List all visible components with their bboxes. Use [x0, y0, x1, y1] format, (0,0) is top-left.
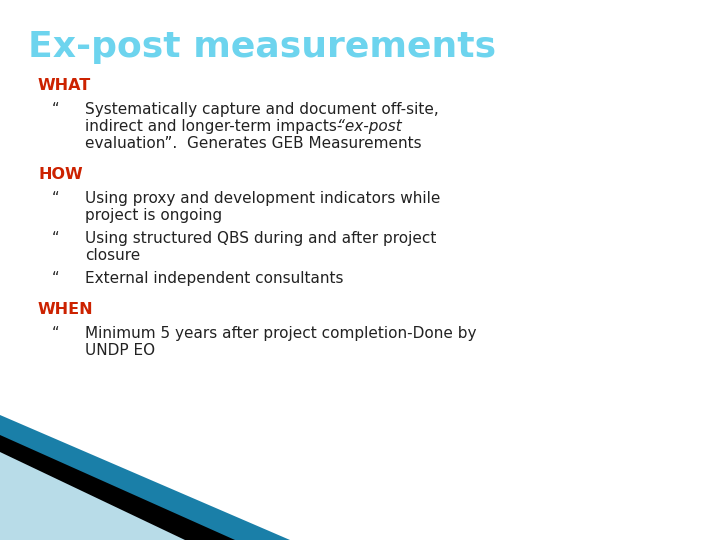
Text: Systematically capture and document off-site,: Systematically capture and document off-…: [85, 102, 438, 117]
Text: WHEN: WHEN: [38, 302, 94, 317]
Polygon shape: [0, 452, 185, 540]
Text: indirect and longer-term impacts-: indirect and longer-term impacts-: [85, 119, 352, 134]
Text: “: “: [52, 326, 60, 341]
Text: evaluation”.  Generates GEB Measurements: evaluation”. Generates GEB Measurements: [85, 136, 422, 151]
Text: Using structured QBS during and after project: Using structured QBS during and after pr…: [85, 231, 436, 246]
Text: Ex-post measurements: Ex-post measurements: [28, 30, 496, 64]
Text: UNDP EO: UNDP EO: [85, 343, 155, 359]
Text: Using proxy and development indicators while: Using proxy and development indicators w…: [85, 191, 441, 206]
Text: “: “: [52, 231, 60, 246]
Polygon shape: [0, 415, 290, 540]
Text: HOW: HOW: [38, 167, 83, 182]
Text: “: “: [52, 102, 60, 117]
Text: project is ongoing: project is ongoing: [85, 208, 222, 223]
Text: closure: closure: [85, 248, 140, 263]
Text: “: “: [52, 271, 60, 286]
Text: WHAT: WHAT: [38, 78, 91, 93]
Text: “: “: [52, 191, 60, 206]
Text: “ex-post: “ex-post: [337, 119, 402, 134]
Polygon shape: [0, 435, 235, 540]
Text: External independent consultants: External independent consultants: [85, 271, 343, 286]
Text: Minimum 5 years after project completion-Done by: Minimum 5 years after project completion…: [85, 326, 477, 341]
